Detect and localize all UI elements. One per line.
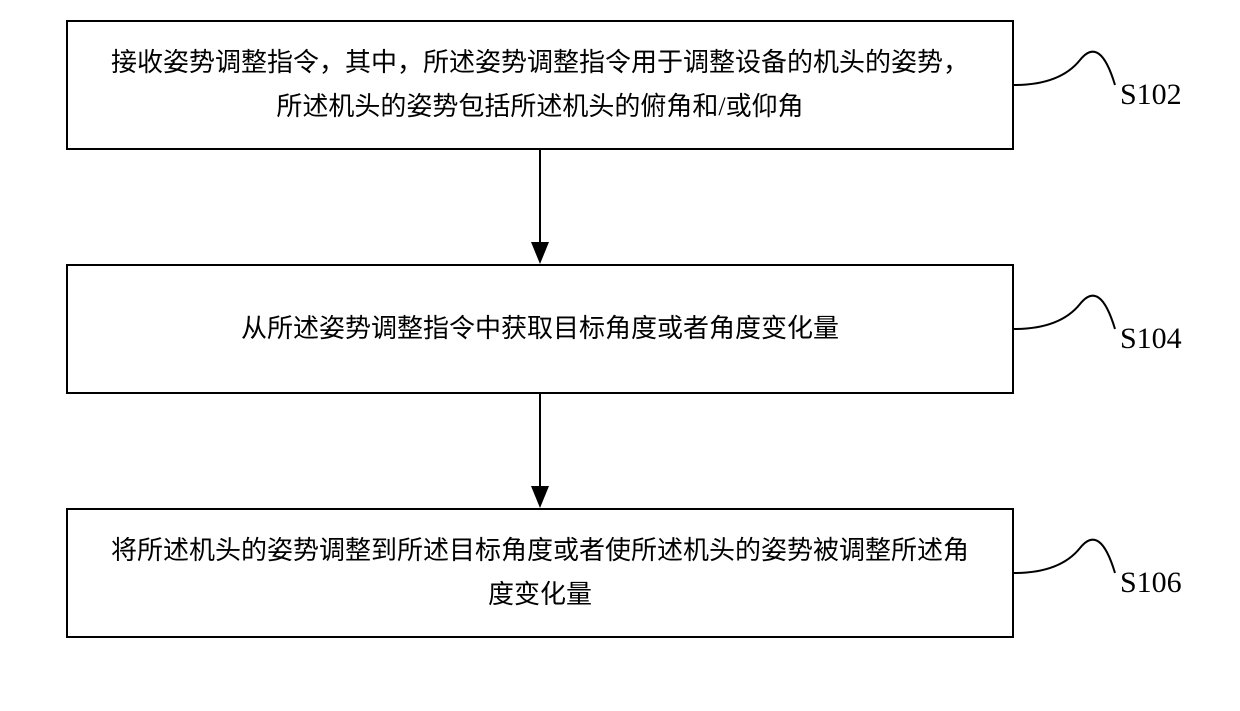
flow-label-s106: S106 xyxy=(1120,566,1182,600)
flowchart-canvas: 接收姿势调整指令，其中，所述姿势调整指令用于调整设备的机头的姿势，所述机头的姿势… xyxy=(0,0,1240,711)
connector-s106 xyxy=(0,0,1240,711)
